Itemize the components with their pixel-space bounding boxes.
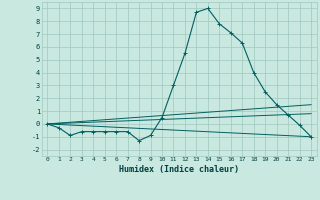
X-axis label: Humidex (Indice chaleur): Humidex (Indice chaleur) [119, 165, 239, 174]
